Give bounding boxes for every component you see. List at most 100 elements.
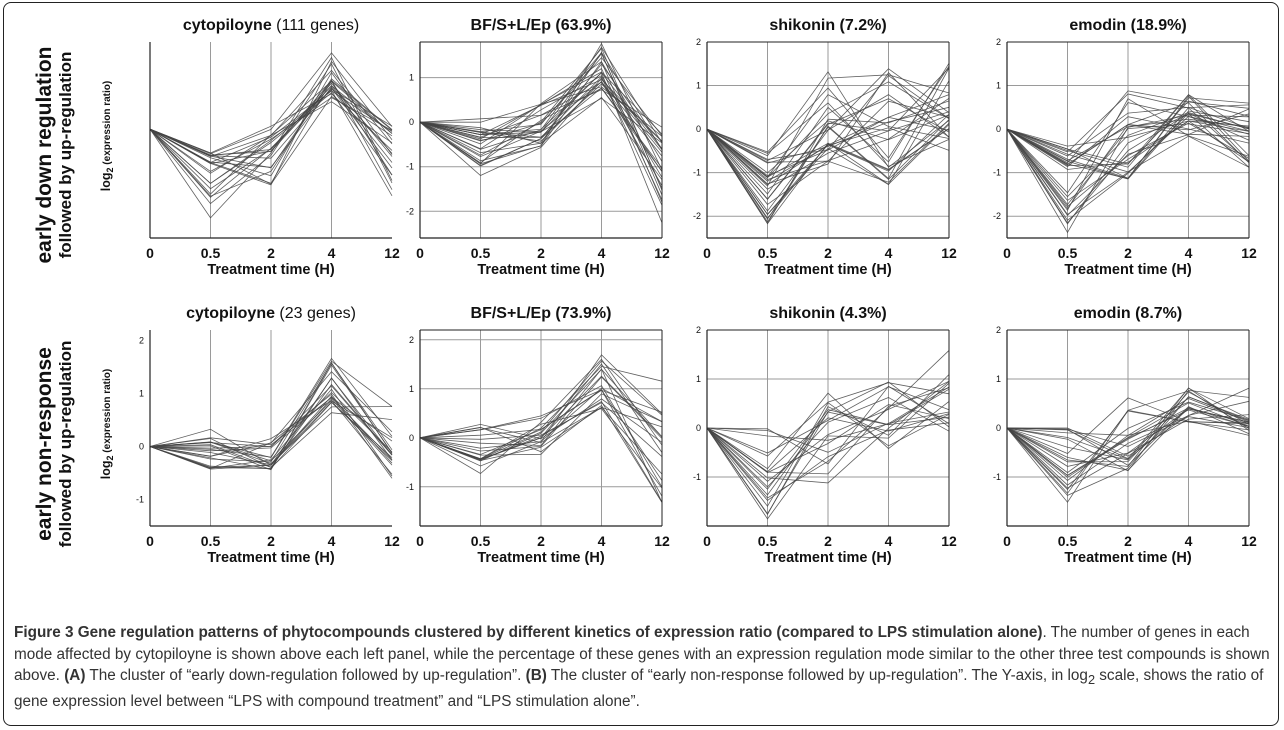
x-tick-label: 12 [384, 533, 400, 549]
y-tick-label: 1 [996, 81, 1001, 91]
caption-subscript: 2 [1087, 672, 1096, 688]
series-line [419, 47, 663, 191]
series-line [706, 94, 950, 178]
caption-title: Gene regulation patterns of phytocompoun… [77, 624, 1043, 641]
series-line [706, 422, 950, 501]
series-line [1006, 402, 1250, 476]
series-line [149, 52, 393, 155]
x-tick-label: 12 [941, 533, 957, 549]
series-line [706, 71, 950, 168]
y-axis-label-part: log [99, 460, 113, 479]
series-line [1006, 397, 1250, 454]
series-line [149, 79, 393, 190]
chart-title-part: (23 genes) [275, 305, 356, 322]
series-line [149, 383, 393, 468]
y-tick-label: 0 [696, 423, 701, 433]
series-line [706, 81, 950, 179]
series-line [1006, 409, 1250, 478]
series-line [419, 61, 663, 203]
series-line [706, 386, 950, 454]
x-tick-label: 0 [146, 245, 154, 261]
x-tick-label: 4 [328, 533, 336, 549]
series-line [1006, 407, 1250, 471]
y-tick-label: 2 [696, 37, 701, 47]
series-line [149, 385, 393, 456]
chart-panel: cytopiloyne (23 genes) 2 1 0 -1 0 0.5 2 4 12 Treat… [99, 305, 400, 566]
series-line [149, 357, 393, 458]
series-line [706, 102, 950, 167]
caption-label-b: (B) [525, 667, 547, 685]
series-line [1006, 120, 1250, 163]
y-tick-label: 2 [409, 335, 414, 345]
x-tick-label: 12 [1241, 533, 1257, 549]
y-axis-label: log2 (expression ratio) [99, 369, 115, 479]
chart-panel: BF/S+L/Ep (73.9%) 2 1 0 -1 0 0.5 2 4 12 Treatment … [406, 305, 670, 566]
series-line [706, 119, 950, 220]
series-line [419, 81, 663, 158]
x-tick-label: 2 [1124, 245, 1132, 261]
series-line [706, 409, 950, 490]
y-tick-label: -1 [693, 168, 701, 178]
series-line [149, 92, 393, 184]
y-axis-label-sub: 2 [105, 167, 115, 172]
x-tick-label: 2 [824, 533, 832, 549]
x-tick-label: 0.5 [1058, 533, 1078, 549]
x-tick-label: 0 [416, 533, 424, 549]
chart-title: emodin (18.9%) [1069, 17, 1186, 34]
x-tick-label: 0 [703, 245, 711, 261]
y-tick-label: -1 [993, 472, 1001, 482]
series-line [419, 358, 663, 474]
series-line [149, 398, 393, 466]
y-axis-label-sub: 2 [105, 455, 115, 460]
series-line [706, 386, 950, 441]
series-line [149, 396, 393, 452]
y-tick-label: 1 [409, 384, 414, 394]
x-tick-label: 4 [598, 533, 606, 549]
chart-title-part: (73.9%) [551, 305, 611, 322]
y-axis-label-part: (expression ratio) [102, 81, 113, 168]
chart-panel: shikonin (4.3%) 2 1 0 -1 0 0.5 2 4 12 Treatment ti… [693, 305, 957, 566]
y-axis-label: log2 (expression ratio) [99, 81, 115, 191]
chart-title-part: (4.3%) [835, 305, 887, 322]
x-tick-label: 0.5 [758, 245, 778, 261]
y-tick-label: 2 [996, 37, 1001, 47]
series-line [706, 98, 950, 201]
series-line [1006, 90, 1250, 164]
x-axis-label: Treatment time (H) [207, 262, 334, 278]
chart-panel: emodin (18.9%) 2 1 0 -1 -2 0 0.5 2 4 12 Treatment t… [993, 17, 1257, 278]
series-line [1006, 94, 1250, 168]
row-label-b: early non-response followed by up-regula… [33, 314, 78, 574]
series-line [149, 85, 393, 198]
x-tick-label: 4 [885, 245, 893, 261]
series-line [1006, 113, 1250, 225]
series-line [149, 80, 393, 184]
series-line [706, 62, 950, 195]
series-line [149, 69, 393, 174]
series-line [419, 63, 663, 167]
series-line [419, 52, 663, 189]
series-line [706, 397, 950, 488]
series-line [419, 402, 663, 457]
y-tick-label: 2 [996, 325, 1001, 335]
chart-title: BF/S+L/Ep (73.9%) [471, 305, 612, 322]
chart-title: shikonin (4.3%) [769, 305, 886, 322]
chart-grid: cytopiloyne (111 genes)0 0.5 2 4 12Treatment… [99, 17, 1257, 566]
y-tick-label: -1 [136, 495, 144, 505]
y-tick-label: 0 [409, 433, 414, 443]
series-line [419, 406, 663, 475]
series-line [419, 398, 663, 443]
row-label-a: early down regulation followed by up-reg… [33, 25, 78, 285]
y-tick-label: 0 [139, 442, 144, 452]
series-line [149, 82, 393, 157]
chart-title: shikonin (7.2%) [769, 17, 886, 34]
x-axis-label: Treatment time (H) [764, 550, 891, 566]
row-label-b-line1: early non-response [33, 347, 56, 541]
x-tick-label: 0.5 [471, 245, 491, 261]
series-line [706, 381, 950, 484]
series-line [1006, 391, 1250, 461]
chart-title-part: (111 genes) [272, 17, 359, 34]
x-axis-label: Treatment time (H) [477, 550, 604, 566]
y-tick-label: -1 [406, 482, 414, 492]
y-tick-label: 2 [139, 336, 144, 346]
